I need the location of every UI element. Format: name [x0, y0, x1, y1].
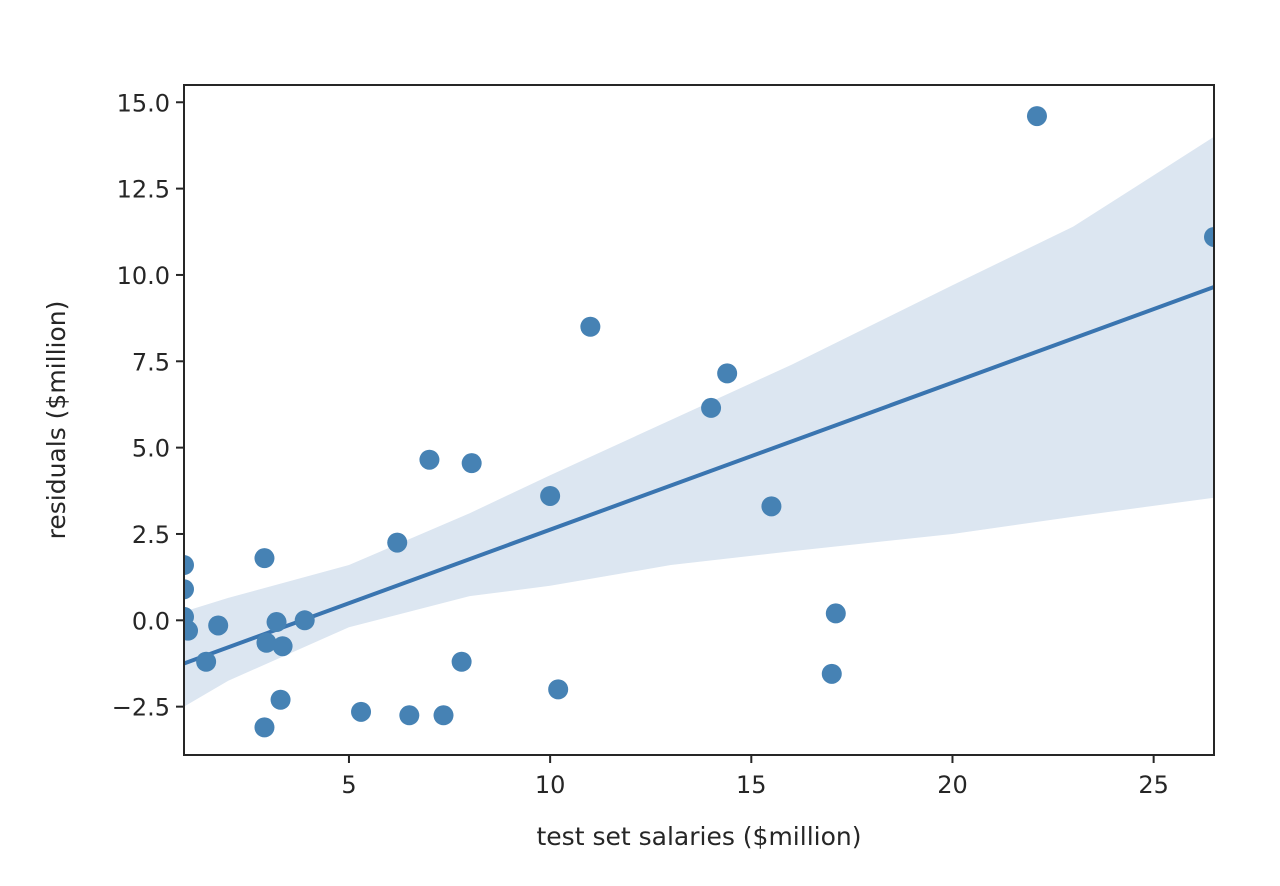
scatter-point	[184, 620, 199, 641]
scatter-point	[399, 705, 420, 726]
scatter-points-layer	[184, 106, 1214, 738]
x-axis-label: test set salaries ($million)	[537, 822, 862, 851]
scatter-point	[451, 651, 472, 672]
scatter-point	[254, 548, 275, 569]
y-axis-ticks: −2.5 0.0 2.5 5.0 7.5 10.0 12.5 15.0	[112, 89, 184, 722]
scatter-point	[270, 689, 291, 710]
regression-line-layer	[184, 285, 1214, 666]
scatter-point	[540, 485, 561, 506]
scatter-point	[254, 717, 275, 738]
scatter-point	[701, 397, 722, 418]
y-tick-label: 0.0	[132, 607, 170, 635]
scatter-point	[821, 663, 842, 684]
scatter-point	[256, 632, 277, 653]
regression-line	[184, 285, 1214, 666]
scatter-point	[461, 453, 482, 474]
y-tick-label: 2.5	[132, 521, 170, 549]
confidence-band	[184, 136, 1214, 707]
x-tick-label: 20	[937, 771, 968, 799]
scatter-point	[433, 705, 454, 726]
x-tick-label: 25	[1138, 771, 1169, 799]
y-tick-label: 15.0	[117, 89, 170, 117]
y-tick-label: 5.0	[132, 435, 170, 463]
x-axis-ticks: 5 10 15 20 25	[341, 755, 1169, 799]
scatter-point	[825, 603, 846, 624]
scatter-point	[761, 496, 782, 517]
y-tick-label: −2.5	[112, 694, 170, 722]
scatter-point	[387, 532, 408, 553]
x-tick-label: 5	[341, 771, 356, 799]
scatter-point	[548, 679, 569, 700]
scatter-point	[580, 316, 601, 337]
scatter-point	[717, 363, 738, 384]
x-tick-label: 15	[736, 771, 767, 799]
confidence-band-layer	[184, 136, 1214, 707]
scatter-point	[419, 449, 440, 470]
x-tick-label: 10	[535, 771, 566, 799]
scatter-point	[294, 610, 315, 631]
y-tick-label: 12.5	[117, 176, 170, 204]
scatter-point	[266, 612, 287, 633]
y-tick-label: 7.5	[132, 348, 170, 376]
scatter-point	[184, 555, 194, 576]
y-axis-label: residuals ($million)	[42, 301, 71, 540]
scatter-point	[184, 579, 194, 600]
scatter-point	[196, 651, 217, 672]
scatter-point	[272, 636, 293, 657]
axes-frame	[183, 84, 1215, 756]
scatter-point	[351, 701, 372, 722]
scatter-point	[1204, 226, 1214, 247]
y-tick-label: 10.0	[117, 262, 170, 290]
scatter-point	[208, 615, 229, 636]
scatter-point	[1026, 106, 1047, 127]
